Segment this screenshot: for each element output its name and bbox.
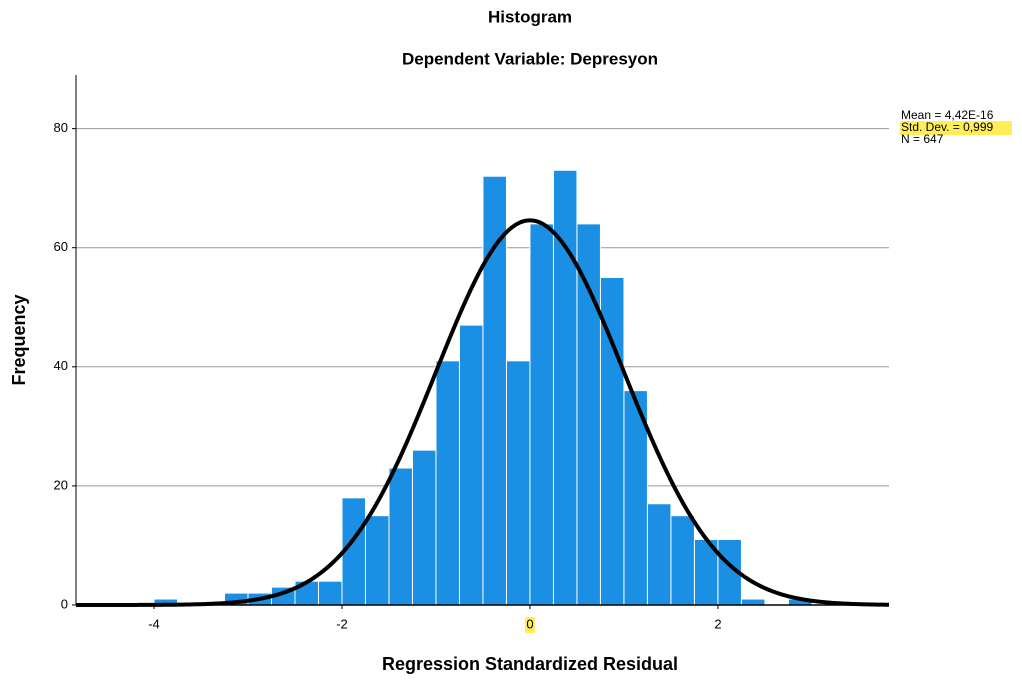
bar	[740, 598, 766, 606]
chart-title: Histogram	[488, 7, 572, 26]
x-tick-label: -2	[336, 616, 348, 631]
bar	[458, 324, 484, 606]
bar	[505, 360, 531, 606]
x-tick-label: -4	[148, 616, 160, 631]
y-tick-label: 0	[61, 596, 68, 611]
x-tick-label: 0	[526, 616, 533, 631]
normal-curve	[76, 218, 890, 607]
y-axis-title: Frequency	[9, 294, 29, 385]
highlight	[900, 121, 1012, 135]
bar	[646, 503, 672, 606]
x-tick-label: 2	[714, 616, 721, 631]
bar	[576, 223, 601, 606]
stat-label: N = 647	[901, 132, 944, 146]
y-tick-label: 60	[54, 239, 68, 254]
stat-label: Mean = 4,42E-16	[901, 108, 994, 122]
bar	[364, 515, 390, 606]
bar	[411, 449, 437, 606]
bar	[529, 223, 554, 606]
bar	[435, 360, 460, 606]
chart-subtitle: Dependent Variable: Depresyon	[402, 49, 658, 68]
stat-label: Std. Dev. = 0,999	[901, 120, 993, 134]
bar	[670, 515, 695, 606]
bar	[317, 580, 343, 606]
bar	[482, 175, 507, 606]
bar	[388, 467, 413, 606]
y-tick-label: 20	[54, 477, 68, 492]
x-axis-title: Regression Standardized Residual	[382, 654, 678, 674]
y-tick-label: 40	[54, 358, 68, 373]
y-tick-label: 80	[54, 120, 68, 135]
highlight	[524, 617, 535, 633]
